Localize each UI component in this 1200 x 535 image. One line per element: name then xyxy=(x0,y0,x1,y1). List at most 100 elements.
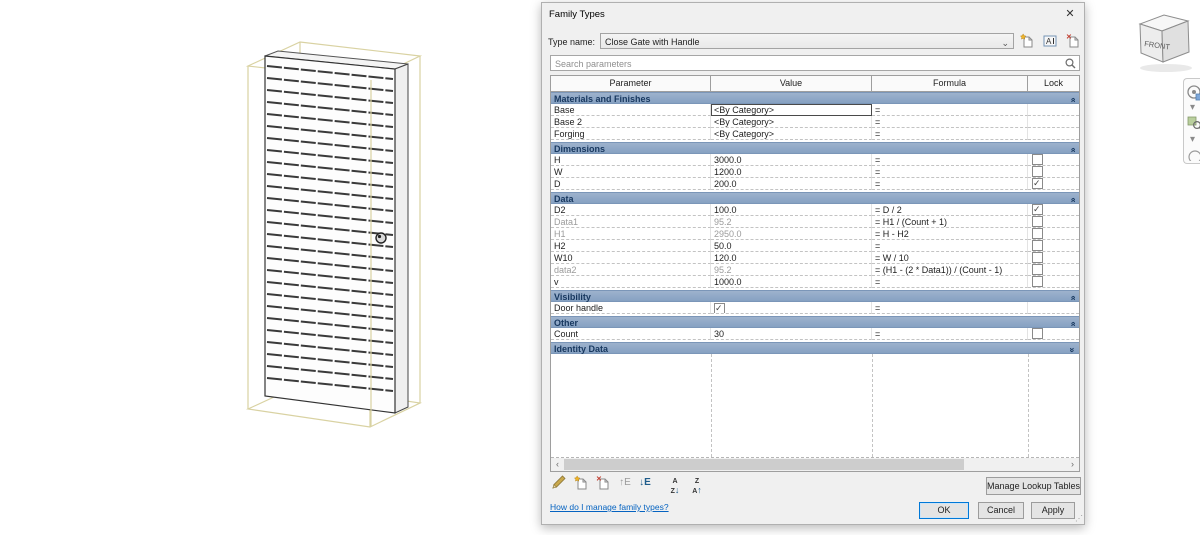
delete-type-button[interactable]: ✕ xyxy=(1065,33,1080,49)
navigation-bar[interactable]: ▾ ▾ xyxy=(1183,78,1200,164)
rename-type-button[interactable]: A xyxy=(1042,33,1057,49)
table-row[interactable]: Forging <By Category> = xyxy=(551,128,1079,140)
lock-checkbox[interactable] xyxy=(1032,264,1043,275)
resize-grip[interactable]: ⋰ xyxy=(1075,514,1083,523)
scroll-right-icon[interactable]: › xyxy=(1071,459,1074,469)
section-header-data[interactable]: Data » xyxy=(551,192,1079,204)
value-checkbox[interactable] xyxy=(714,302,725,313)
table-row[interactable]: Door handle = xyxy=(551,302,1079,314)
horizontal-scrollbar[interactable]: ‹ › xyxy=(551,458,1079,471)
parameter-value-cell[interactable]: <By Category> xyxy=(711,104,872,116)
table-row[interactable]: D 200.0 = xyxy=(551,178,1079,190)
lock-checkbox[interactable] xyxy=(1032,154,1043,165)
formula-cell[interactable]: = xyxy=(872,166,1028,178)
help-link[interactable]: How do I manage family types? xyxy=(550,502,669,512)
chevron-collapse-icon[interactable]: » xyxy=(1067,147,1078,153)
table-row[interactable]: W10 120.0 = W / 10 xyxy=(551,252,1079,264)
sort-ascending-button[interactable]: A Z↓ xyxy=(670,478,680,495)
table-row[interactable]: data2 95.2 = (H1 - (2 * Data1)) / (Count -… xyxy=(551,264,1079,276)
type-name-combobox[interactable]: Close Gate with Handle ⌄ xyxy=(600,33,1014,49)
formula-cell[interactable]: = xyxy=(872,128,1028,140)
chevron-down-icon[interactable]: ▾ xyxy=(1190,102,1196,113)
parameter-value-cell[interactable]: <By Category> xyxy=(711,116,872,128)
close-icon[interactable]: ✕ xyxy=(1065,8,1075,20)
formula-cell[interactable]: = xyxy=(872,178,1028,190)
chevron-down-icon[interactable]: ▾ xyxy=(1190,134,1196,145)
parameter-value-cell[interactable]: 1000.0 xyxy=(711,276,872,288)
lock-checkbox[interactable] xyxy=(1032,276,1043,287)
chevron-collapse-icon[interactable]: » xyxy=(1067,97,1078,103)
chevron-collapse-icon[interactable]: » xyxy=(1067,197,1078,203)
formula-cell[interactable]: = (H1 - (2 * Data1)) / (Count - 1) xyxy=(872,264,1028,276)
apply-button[interactable]: Apply xyxy=(1031,502,1075,519)
section-header-identity-data[interactable]: Identity Data » xyxy=(551,342,1079,354)
edit-parameter-button[interactable] xyxy=(550,475,568,493)
parameter-value-cell[interactable] xyxy=(711,302,872,314)
formula-cell[interactable]: = W / 10 xyxy=(872,252,1028,264)
formula-cell[interactable]: = xyxy=(872,240,1028,252)
move-up-button[interactable]: ↑E xyxy=(616,475,634,493)
parameter-value-cell[interactable]: 2950.0 xyxy=(711,228,872,240)
formula-cell[interactable]: = H - H2 xyxy=(872,228,1028,240)
orbit-icon[interactable] xyxy=(1187,147,1200,161)
table-row[interactable]: Data1 95.2 = H1 / (Count + 1) xyxy=(551,216,1079,228)
parameter-value-cell[interactable]: 100.0 xyxy=(711,204,872,216)
move-down-button[interactable]: ↓E xyxy=(636,475,654,493)
parameter-value-cell[interactable]: 95.2 xyxy=(711,216,872,228)
table-row[interactable]: H2 50.0 = xyxy=(551,240,1079,252)
formula-cell[interactable]: = H1 / (Count + 1) xyxy=(872,216,1028,228)
zoom-tool-icon[interactable] xyxy=(1187,115,1200,130)
parameter-value-cell[interactable]: 3000.0 xyxy=(711,154,872,166)
parameter-value-cell[interactable]: 1200.0 xyxy=(711,166,872,178)
chevron-expand-icon[interactable]: » xyxy=(1067,347,1078,353)
parameter-value-cell[interactable]: <By Category> xyxy=(711,128,872,140)
lock-checkbox[interactable] xyxy=(1032,216,1043,227)
section-header-materials-and-finishes[interactable]: Materials and Finishes » xyxy=(551,92,1079,104)
manage-lookup-tables-button[interactable]: Manage Lookup Tables xyxy=(986,477,1081,495)
delete-parameter-button[interactable]: ✕ xyxy=(594,475,612,493)
parameter-value-cell[interactable]: 30 xyxy=(711,328,872,340)
parameter-value-cell[interactable]: 50.0 xyxy=(711,240,872,252)
section-header-visibility[interactable]: Visibility » xyxy=(551,290,1079,302)
sort-descending-button[interactable]: Z A↑ xyxy=(692,478,702,495)
table-row[interactable]: W 1200.0 = xyxy=(551,166,1079,178)
lock-checkbox[interactable] xyxy=(1032,328,1043,339)
lock-checkbox[interactable] xyxy=(1032,252,1043,263)
table-row[interactable]: H 3000.0 = xyxy=(551,154,1079,166)
table-row[interactable]: v 1000.0 = xyxy=(551,276,1079,288)
chevron-collapse-icon[interactable]: » xyxy=(1067,295,1078,301)
table-row[interactable]: Base <By Category> = xyxy=(551,104,1079,116)
lock-checkbox[interactable] xyxy=(1032,204,1043,215)
formula-cell[interactable]: = xyxy=(872,328,1028,340)
formula-cell[interactable]: = xyxy=(872,116,1028,128)
steering-wheel-icon[interactable] xyxy=(1187,85,1200,101)
formula-cell[interactable]: = xyxy=(872,104,1028,116)
parameter-value-cell[interactable]: 120.0 xyxy=(711,252,872,264)
section-header-dimensions[interactable]: Dimensions » xyxy=(551,142,1079,154)
gate-3d-model[interactable] xyxy=(238,28,433,438)
scrollbar-thumb[interactable] xyxy=(564,459,964,470)
scroll-left-icon[interactable]: ‹ xyxy=(556,459,559,469)
viewcube[interactable]: FRONT xyxy=(1128,8,1200,74)
new-type-button[interactable] xyxy=(1019,33,1034,49)
cancel-button[interactable]: Cancel xyxy=(978,502,1024,519)
formula-cell[interactable]: = xyxy=(872,302,1028,314)
lock-checkbox[interactable] xyxy=(1032,240,1043,251)
formula-cell[interactable]: = D / 2 xyxy=(872,204,1028,216)
dialog-titlebar[interactable]: Family Types ✕ xyxy=(542,3,1084,25)
ok-button[interactable]: OK xyxy=(919,502,969,519)
lock-checkbox[interactable] xyxy=(1032,228,1043,239)
lock-checkbox[interactable] xyxy=(1032,166,1043,177)
table-row[interactable]: D2 100.0 = D / 2 xyxy=(551,204,1079,216)
parameter-value-cell[interactable]: 95.2 xyxy=(711,264,872,276)
parameter-value-cell[interactable]: 200.0 xyxy=(711,178,872,190)
chevron-collapse-icon[interactable]: » xyxy=(1067,321,1078,327)
table-row[interactable]: Count 30 = xyxy=(551,328,1079,340)
lock-checkbox[interactable] xyxy=(1032,178,1043,189)
table-row[interactable]: Base 2 <By Category> = xyxy=(551,116,1079,128)
formula-cell[interactable]: = xyxy=(872,154,1028,166)
formula-cell[interactable]: = xyxy=(872,276,1028,288)
new-parameter-button[interactable] xyxy=(572,475,590,493)
table-row[interactable]: H1 2950.0 = H - H2 xyxy=(551,228,1079,240)
search-input[interactable] xyxy=(553,57,1062,71)
